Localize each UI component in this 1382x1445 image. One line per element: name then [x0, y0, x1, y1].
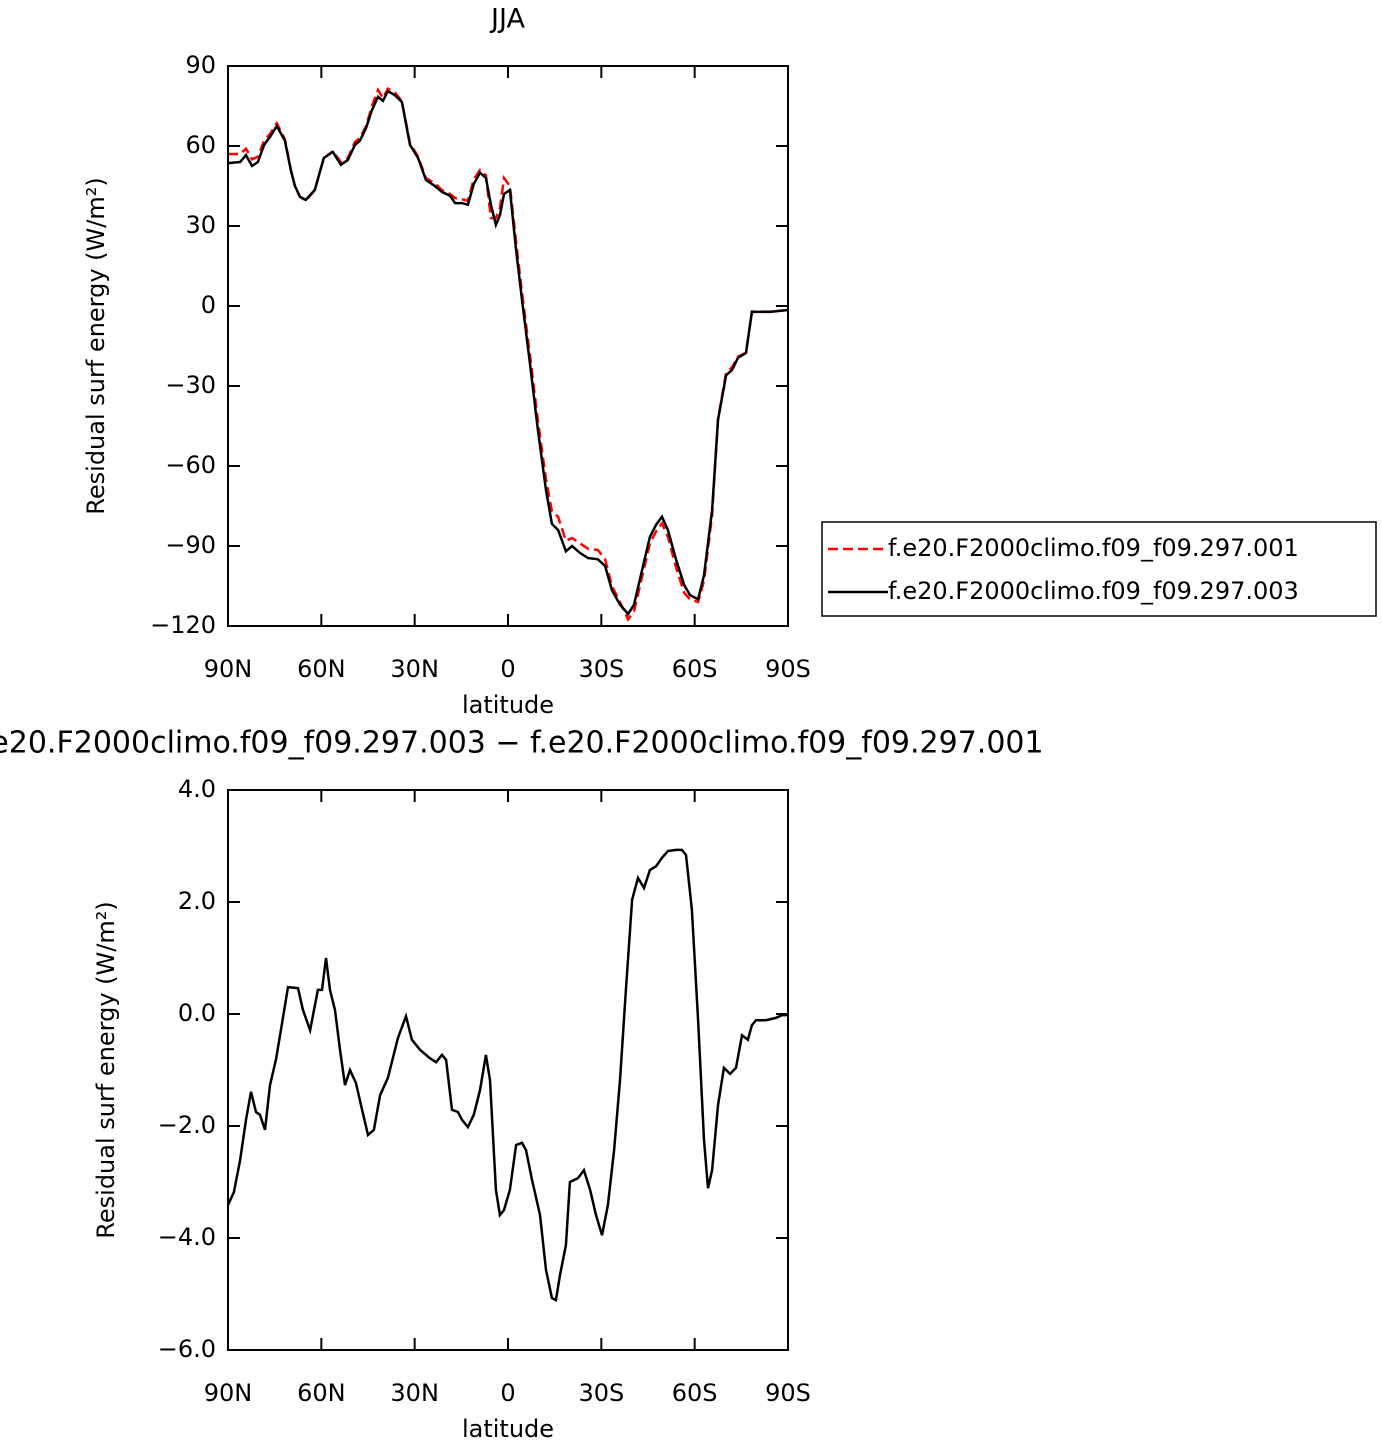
y-tick-label: −4.0 [158, 1223, 216, 1251]
x-tick-label: 60N [297, 655, 346, 683]
x-tick-label: 90N [204, 1379, 253, 1407]
y-axis-label: Residual surf energy (W/m²) [82, 177, 110, 514]
y-tick-label: −30 [165, 371, 216, 399]
y-tick-label: 0 [201, 291, 216, 319]
y-tick-label: −6.0 [158, 1335, 216, 1363]
y-tick-label: 30 [185, 211, 216, 239]
chart-title: JJA [489, 4, 525, 35]
y-tick-label: −120 [150, 611, 216, 639]
x-tick-label: 60S [672, 1379, 718, 1407]
chart-title: f.e20.F2000climo.f09_f09.297.003 − f.e20… [0, 726, 1044, 761]
x-tick-label: 30S [578, 655, 624, 683]
y-tick-label: −2.0 [158, 1111, 216, 1139]
x-tick-label: 30N [390, 655, 439, 683]
x-tick-label: 90N [204, 655, 253, 683]
y-tick-label: 2.0 [178, 887, 216, 915]
legend-label: f.e20.F2000climo.f09_f09.297.001 [888, 534, 1299, 562]
y-tick-label: −60 [165, 451, 216, 479]
x-tick-label: 60S [672, 655, 718, 683]
y-tick-label: 4.0 [178, 775, 216, 803]
y-tick-label: −90 [165, 531, 216, 559]
x-tick-label: 0 [500, 655, 515, 683]
x-tick-label: 30N [390, 1379, 439, 1407]
y-tick-label: 0.0 [178, 999, 216, 1027]
x-tick-label: 90S [765, 1379, 811, 1407]
x-axis-label: latitude [462, 691, 554, 719]
data-line [228, 86, 789, 622]
y-axis-label: Residual surf energy (W/m²) [92, 901, 120, 1238]
x-tick-label: 0 [500, 1379, 515, 1407]
data-line [226, 848, 788, 1303]
x-tick-label: 30S [578, 1379, 624, 1407]
data-line [227, 89, 789, 617]
y-tick-label: 60 [185, 131, 216, 159]
legend-box [821, 521, 1377, 617]
x-tick-label: 90S [765, 655, 811, 683]
plot-frame [227, 789, 789, 1351]
legend-label: f.e20.F2000climo.f09_f09.297.003 [888, 577, 1299, 605]
y-tick-label: 90 [185, 51, 216, 79]
x-tick-label: 60N [297, 1379, 346, 1407]
plot-frame [227, 65, 789, 627]
x-axis-label: latitude [462, 1415, 554, 1443]
